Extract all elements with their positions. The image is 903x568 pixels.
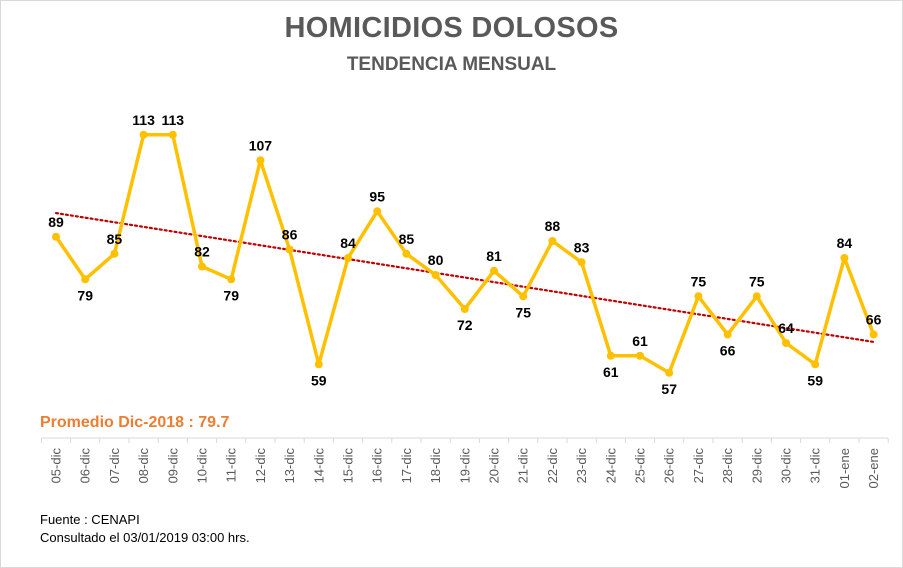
data-label: 95	[369, 188, 385, 204]
data-label: 66	[866, 312, 882, 328]
data-label: 80	[428, 252, 444, 268]
data-point	[665, 368, 674, 377]
average-label: Promedio Dic-2018 : 79.7	[40, 414, 230, 431]
x-tick-label: 01-ene	[837, 448, 852, 488]
data-point	[344, 254, 352, 262]
data-label: 61	[603, 364, 619, 380]
data-label: 113	[132, 112, 155, 128]
data-label: 82	[194, 244, 210, 260]
data-point	[752, 292, 761, 301]
x-tick-label: 06-dic	[78, 448, 93, 484]
data-label: 84	[837, 235, 853, 251]
data-point	[490, 266, 498, 275]
chart-subtitle: TENDENCIA MENSUAL	[346, 54, 557, 75]
data-label: 57	[661, 381, 677, 397]
data-label: 75	[749, 273, 765, 289]
data-label: 88	[545, 218, 561, 234]
x-tick-label: 29-dic	[749, 448, 764, 484]
x-tick-label: 24-dic	[603, 448, 618, 484]
x-tick-label: 12-dic	[253, 448, 268, 484]
x-tick-label: 16-dic	[370, 448, 385, 484]
x-tick-label: 14-dic	[311, 448, 326, 484]
data-label: 79	[77, 287, 93, 303]
data-point	[256, 156, 265, 165]
data-point	[869, 330, 878, 339]
source-note: Fuente : CENAPI	[40, 512, 140, 527]
data-label: 85	[107, 231, 123, 247]
series-line	[54, 133, 876, 375]
data-point	[81, 275, 90, 284]
data-point	[606, 351, 615, 360]
data-point	[548, 237, 557, 245]
data-label: 107	[249, 137, 273, 153]
data-label: 59	[311, 372, 327, 388]
x-tick-label: 19-dic	[457, 448, 472, 484]
data-label: 83	[574, 239, 590, 255]
data-label: 85	[399, 231, 415, 247]
data-point	[402, 249, 411, 258]
data-point	[110, 249, 119, 258]
x-tick-label: 11-dic	[224, 448, 239, 483]
x-tick-label: 08-dic	[136, 448, 151, 484]
data-point	[198, 262, 206, 271]
x-tick-label: 02-ene	[866, 448, 881, 488]
data-label: 72	[457, 317, 473, 333]
data-label: 75	[515, 304, 531, 320]
data-label: 81	[486, 248, 502, 264]
data-label: 75	[691, 273, 707, 289]
data-point	[519, 292, 528, 301]
data-point	[811, 360, 820, 369]
data-point	[373, 207, 382, 216]
data-label: 64	[778, 320, 794, 336]
data-point	[139, 130, 148, 139]
data-label: 86	[282, 227, 298, 243]
data-point	[52, 232, 60, 241]
data-point	[460, 305, 469, 313]
data-label: 113	[162, 112, 185, 128]
x-tick-label: 23-dic	[574, 448, 589, 484]
x-tick-label: 17-dic	[399, 448, 414, 484]
x-tick-label: 27-dic	[691, 448, 706, 484]
data-point	[314, 360, 323, 369]
x-tick-label: 28-dic	[720, 448, 735, 484]
data-point	[782, 339, 790, 347]
data-point	[840, 254, 849, 262]
data-point	[723, 330, 732, 339]
x-tick-label: 10-dic	[195, 448, 210, 484]
data-point	[168, 130, 177, 139]
x-tick-label: 20-dic	[487, 448, 502, 484]
x-tick-label: 31-dic	[808, 448, 823, 484]
x-tick-label: 22-dic	[545, 448, 560, 484]
data-label: 89	[48, 214, 64, 230]
x-tick-label: 09-dic	[165, 448, 180, 484]
x-tick-label: 07-dic	[107, 448, 122, 484]
x-tick-label: 30-dic	[779, 448, 794, 484]
x-tick-label: 18-dic	[428, 448, 443, 484]
x-tick-label: 26-dic	[662, 448, 677, 484]
consulted-note: Consultado el 03/01/2019 03:00 hrs.	[40, 530, 250, 545]
x-tick-label: 25-dic	[633, 448, 648, 484]
data-point	[694, 292, 703, 301]
x-tick-label: 05-dic	[49, 448, 64, 484]
data-label: 61	[632, 333, 648, 349]
data-point	[431, 271, 440, 279]
x-tick-label: 15-dic	[341, 448, 356, 484]
chart-title: HOMICIDIOS DOLOSOS	[284, 12, 619, 44]
data-label: 59	[807, 372, 823, 388]
x-tick-label: 21-dic	[516, 448, 531, 484]
data-label: 79	[223, 287, 239, 303]
data-label: 84	[340, 235, 356, 251]
data-point	[285, 245, 294, 254]
data-point	[636, 351, 644, 360]
x-tick-label: 13-dic	[282, 448, 297, 484]
data-label: 66	[720, 343, 736, 359]
data-point	[577, 258, 586, 267]
data-point	[227, 275, 236, 284]
